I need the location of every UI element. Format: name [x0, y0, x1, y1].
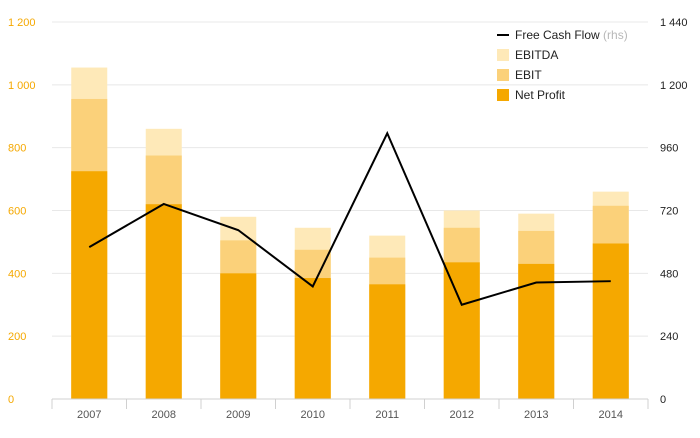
bar-net-profit [220, 273, 257, 399]
bar-net-profit [294, 278, 331, 399]
x-tick-label: 2012 [450, 409, 474, 421]
y-left-tick-label: 1 000 [8, 80, 36, 92]
line-free-cash-flow [88, 130, 611, 306]
legend-label: EBITDA [515, 48, 558, 62]
y-right-tick-label: 0 [660, 394, 666, 406]
y-left-tick-label: 200 [8, 331, 26, 343]
y-right-tick-label: 720 [660, 206, 678, 218]
bar-net-profit [145, 204, 182, 399]
legend-swatch [497, 49, 509, 61]
x-tick-label: 2010 [301, 409, 325, 421]
y-left-tick-label: 800 [8, 143, 26, 155]
y-left-tick-label: 400 [8, 268, 26, 280]
x-tick-label: 2007 [77, 409, 101, 421]
legend-label: EBIT [515, 68, 542, 82]
legend-axis-note: (rhs) [600, 28, 628, 42]
legend-swatch [497, 69, 509, 81]
y-right-tick-label: 240 [660, 331, 678, 343]
bars [71, 67, 629, 400]
y-right-tick-label: 960 [660, 143, 678, 155]
axes: 0 200 400 600 800 1 000 1 200 0 240 480 720 960 1 20… [8, 17, 688, 421]
y-left-tick-label: 0 [8, 394, 14, 406]
legend-label: Free Cash Flow (rhs) [515, 28, 628, 42]
bar-net-profit [592, 243, 629, 399]
x-tick-label: 2008 [152, 409, 176, 421]
free-cash-flow-line [88, 130, 611, 306]
bar-net-profit [369, 284, 406, 399]
x-tick-label: 2014 [599, 409, 623, 421]
y-right-tick-label: 1 440 [660, 17, 688, 29]
y-right-tick-label: 1 200 [660, 80, 688, 92]
y-left-tick-label: 1 200 [8, 17, 36, 29]
x-tick-label: 2013 [524, 409, 548, 421]
legend-label: Net Profit [515, 88, 566, 102]
x-tick-label: 2009 [226, 409, 250, 421]
legend-swatch [497, 89, 509, 101]
bar-net-profit [443, 262, 480, 399]
y-left-tick-label: 600 [8, 206, 26, 218]
bar-net-profit [518, 263, 555, 399]
legend: Free Cash Flow (rhs) EBITDA EBIT Net Profit [497, 28, 628, 102]
gridlines [52, 21, 648, 337]
y-right-tick-label: 480 [660, 268, 678, 280]
x-tick-label: 2011 [375, 409, 399, 421]
bar-net-profit [71, 171, 108, 399]
